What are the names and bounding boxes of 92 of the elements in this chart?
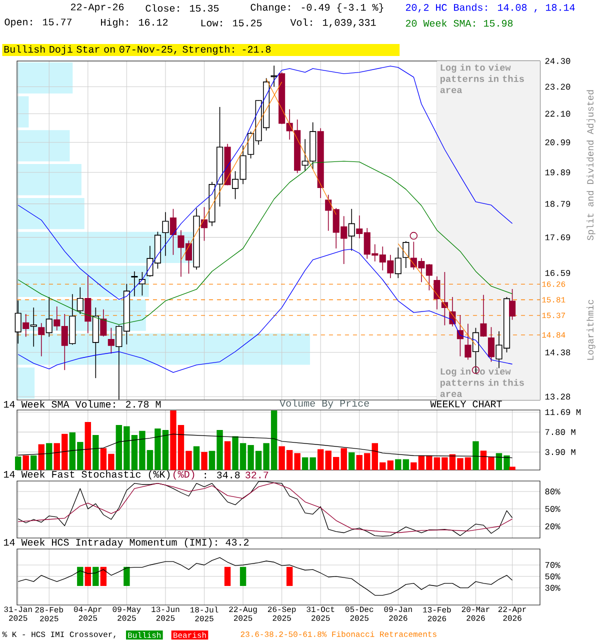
candlestick (394, 247, 402, 278)
y-tick-label: 7.80 M (545, 429, 576, 435)
text: Bullish (128, 632, 161, 638)
ref-line-label: 15.37 (542, 312, 565, 318)
y-tick-label: 80% (545, 488, 560, 494)
text: Volume By Price (280, 399, 369, 409)
candlestick (46, 296, 52, 338)
legend-title: % K - HCS IMI Crossover, (2, 632, 116, 638)
y-axis-title: Split and Dividend Adjusted (586, 90, 596, 240)
ref-line-label: 15.81 (542, 297, 566, 302)
text: 22-Apr-26 (70, 4, 124, 12)
bar (17, 62, 73, 94)
y-tick-label: 50% (545, 506, 560, 512)
text: 23.6-38.2-50-61.8% Fibonacci Retracements (240, 631, 436, 637)
y-tick-label: 23.20 (545, 84, 570, 90)
candlestick (131, 270, 138, 297)
chart-title: 14 Week Fast Stochastic (%K) (4, 470, 170, 480)
text: Close: 15.35 (146, 4, 219, 12)
y-tick-label: 22.10 (545, 110, 570, 117)
candlestick (76, 286, 84, 314)
text: High: 16.12 (101, 18, 168, 28)
chart-title: 14 Week HCS Intraday Momentum (IMI): 43.2 (4, 538, 249, 548)
x-tick-label: 09-Jan 2026 (384, 606, 412, 621)
bar (17, 266, 149, 297)
candlestick (84, 275, 92, 334)
x-tick-label: 31-Oct 2025 (306, 606, 334, 621)
y-tick-label: 20% (545, 523, 560, 530)
y-tick-label: 19.89 (545, 169, 570, 176)
text: Change: -0.49 {-3.1 %} (250, 3, 384, 13)
candlestick (441, 272, 448, 326)
text: Vol: 1,039,331 (290, 18, 376, 28)
candlestick (22, 314, 30, 338)
text: : 34.8 (204, 472, 240, 478)
text: Low: 15.25 (201, 20, 262, 26)
candlestick (464, 323, 472, 360)
candlestick (170, 208, 177, 256)
y-tick-label: 17.69 (545, 234, 570, 240)
series-label: (%D) (174, 470, 194, 480)
y-tick-label: 13.28 (545, 394, 570, 400)
candlestick (488, 326, 495, 362)
bar (17, 164, 82, 196)
chart-title: 14 Week SMA Volume: 2.78 M (4, 400, 161, 408)
x-tick-label: 31-Jan 2025 (4, 606, 32, 621)
candlestick (138, 272, 146, 296)
y-tick-label: 70% (545, 562, 560, 568)
x-tick-label: 22-Apr 2026 (498, 606, 526, 621)
x-tick-label: 09-May 2025 (112, 606, 141, 621)
text: 20,2 HC Bands: 14.08 , 18.14 (406, 4, 575, 13)
bar (17, 334, 310, 365)
candlestick (348, 208, 355, 252)
y-tick-label: 16.59 (545, 270, 570, 276)
text: Bearish (174, 632, 206, 638)
y-tick-label: 30% (545, 584, 560, 591)
candlestick (108, 327, 114, 354)
y-tick-label: 11.69 M (545, 409, 581, 416)
x-tick-label: 18-Jul 2025 (190, 606, 218, 622)
candlestick (200, 206, 208, 242)
text: Open: 15.77 (4, 18, 72, 28)
candlestick (30, 307, 37, 348)
candlestick (162, 212, 169, 256)
ref-line-label: 14.84 (542, 332, 566, 338)
candlestick (434, 276, 440, 310)
chart-title: Bullish Doji Star on 07-Nov-25, Strength: -21.8 (4, 45, 271, 55)
x-tick-label: 28-Feb 2025 (35, 606, 63, 622)
band-label: Log in to view patterns in this area (440, 64, 524, 94)
y-tick-label: 18.79 (545, 200, 570, 207)
bar (17, 130, 70, 162)
x-tick-label: 13-Feb 2026 (423, 606, 451, 622)
x-tick-label: 20-Mar 2026 (462, 606, 490, 621)
y-tick-label: 24.30 (545, 58, 570, 64)
x-tick-label: 13-Jun 2025 (152, 606, 180, 621)
y-tick-label: 3.90 M (545, 449, 576, 455)
candlestick (402, 240, 410, 268)
ref-line-label: 16.26 (542, 281, 566, 287)
candlestick (38, 322, 45, 357)
text: WEEKLY CHART (430, 400, 502, 408)
candlestick (100, 308, 107, 337)
text: 20 Week SMA: 15.98 (406, 19, 513, 27)
bar (17, 198, 84, 230)
bar (17, 367, 35, 399)
x-tick-label: 26-Sep 2025 (268, 606, 296, 621)
candlestick (480, 294, 487, 338)
x-tick-label: 22-Aug 2025 (229, 606, 257, 621)
x-tick-label: 05-Dec 2025 (345, 606, 374, 621)
y-tick-label: 50% (545, 573, 560, 580)
x-tick-label: 04-Apr 2025 (74, 606, 102, 621)
y-tick-label: 14.38 (545, 349, 570, 356)
text: 32.7 (246, 472, 268, 478)
candlestick (509, 288, 516, 320)
y-tick-label: 20.99 (545, 139, 570, 146)
text: Logarithmic (586, 300, 596, 360)
line-series (18, 160, 513, 325)
